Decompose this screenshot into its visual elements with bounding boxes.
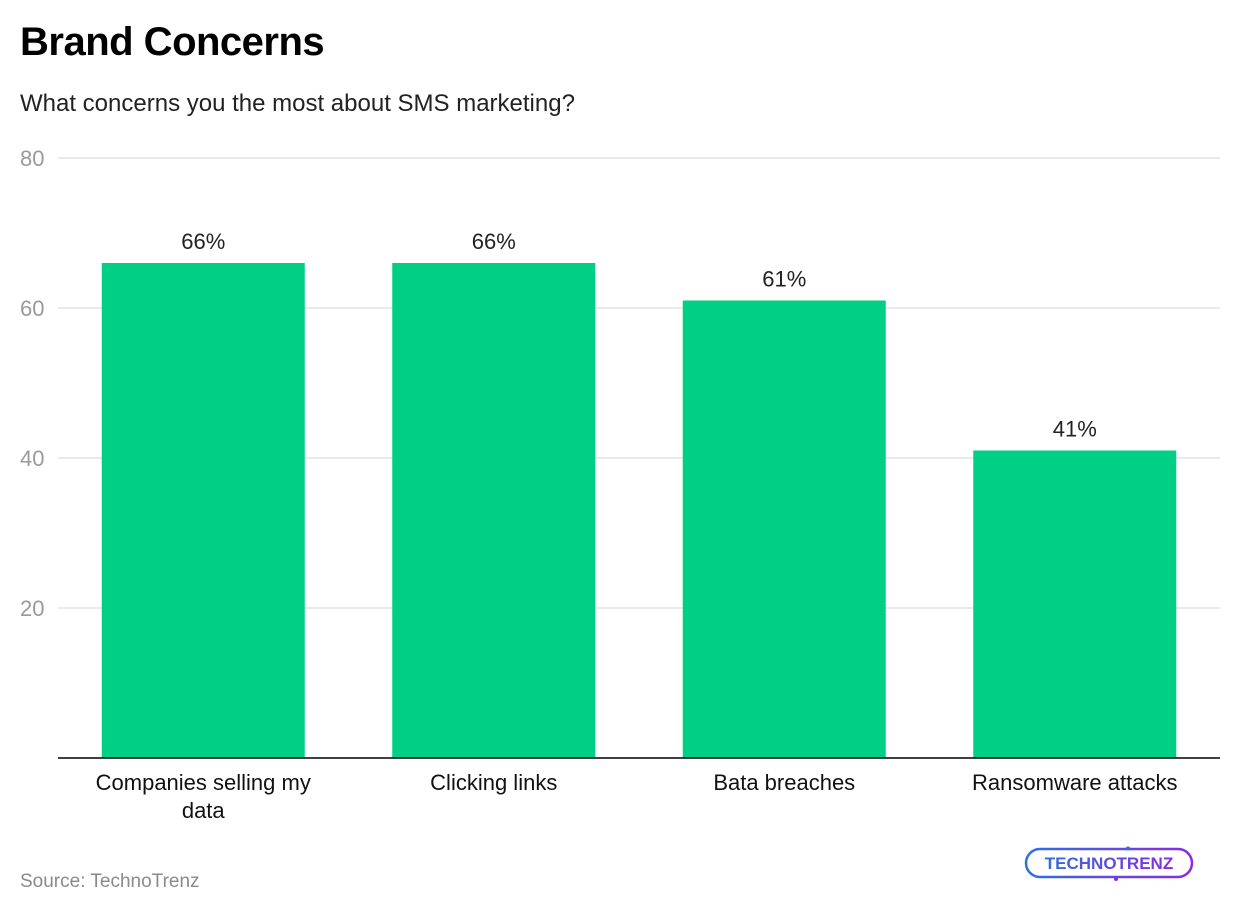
bar [392,263,596,758]
bar [682,300,886,758]
y-tick-label: 20 [20,596,44,621]
chart-title: Brand Concerns [20,20,325,64]
technotrenz-logo: TECHNOTRENZ [1024,846,1194,881]
x-tick-label: Ransomware attacks [972,770,1177,795]
bars [101,263,1177,758]
data-label: 61% [762,267,806,292]
x-tick-label: Bata breaches [713,770,855,795]
x-axis-ticks: Companies selling my data Clicking links Ba… [96,770,1178,823]
y-tick-label: 40 [20,446,44,471]
data-labels: 66% 66% 61% 41% [181,229,1097,442]
y-tick-label: 60 [20,296,44,321]
data-label: 41% [1053,417,1097,442]
source-note: Source: TechnoTrenz [20,871,200,892]
data-label: 66% [181,229,225,254]
x-tick-label: Companies selling my data [96,770,311,823]
data-label: 66% [472,229,516,254]
x-tick-label: Clicking links [430,770,557,795]
chart-subtitle: What concerns you the most about SMS mar… [20,90,575,117]
y-tick-label: 80 [20,146,44,171]
logo-wordmark: TECHNOTRENZ [1045,854,1173,873]
y-axis-ticks: 20 40 60 80 [20,146,44,621]
bar [973,450,1177,758]
bar [101,263,305,758]
